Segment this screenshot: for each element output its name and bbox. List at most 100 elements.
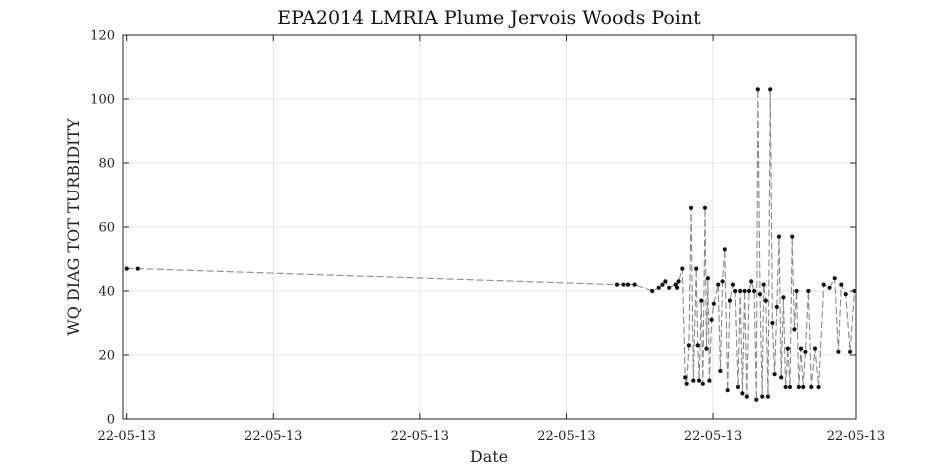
y-tick-label: 60 <box>98 221 115 236</box>
data-point <box>704 346 709 351</box>
tick-layer: 0 20 40 60 80 100 120 22-05-13 22-05-13 22-05-13 2… <box>90 29 885 445</box>
data-point <box>760 394 765 399</box>
data-point <box>836 349 841 354</box>
x-tick-label: 22-05-13 <box>391 429 449 444</box>
data-point <box>725 388 730 393</box>
data-point <box>718 368 723 374</box>
data-point <box>711 301 716 306</box>
data-point <box>625 282 631 287</box>
data-point <box>761 282 766 287</box>
data-point <box>650 288 655 294</box>
data-point <box>702 205 708 210</box>
x-tick-label: 22-05-13 <box>244 429 302 444</box>
data-point <box>785 346 790 351</box>
y-tick-label: 0 <box>107 413 115 428</box>
data-point <box>699 298 704 303</box>
data-point <box>746 288 752 294</box>
y-tick-label: 40 <box>98 285 115 300</box>
data-point <box>792 327 797 332</box>
data-point <box>765 394 771 399</box>
data-point <box>768 87 773 92</box>
data-point <box>790 234 795 239</box>
data-point <box>660 282 665 287</box>
data-point <box>632 282 637 287</box>
series-layer <box>124 87 857 402</box>
data-point <box>689 205 694 210</box>
data-point <box>683 375 688 380</box>
y-tick-label: 20 <box>98 349 115 364</box>
data-point <box>614 282 620 287</box>
data-point <box>695 343 700 348</box>
data-point <box>686 343 692 348</box>
data-point <box>749 279 754 284</box>
data-point <box>621 282 626 287</box>
x-tick-label: 22-05-13 <box>97 429 155 444</box>
chart-title: EPA2014 LMRIA Plume Jervois Woods Point <box>277 7 701 29</box>
data-point <box>806 288 811 294</box>
data-point <box>730 282 736 287</box>
data-point <box>705 276 711 281</box>
data-point <box>742 288 747 294</box>
data-point <box>676 279 681 284</box>
data-point <box>816 384 821 390</box>
data-point <box>656 285 661 290</box>
data-point <box>752 288 757 294</box>
x-axis-title: Date <box>470 447 508 466</box>
x-tick-label: 22-05-13 <box>827 429 885 444</box>
data-point <box>738 288 743 294</box>
data-point <box>772 372 777 377</box>
y-axis-title: WQ DIAG TOT TURBIDITY <box>64 118 83 336</box>
data-point <box>787 384 793 390</box>
data-point <box>848 349 853 354</box>
data-point <box>667 285 672 290</box>
data-point <box>663 279 668 284</box>
data-point <box>124 266 129 271</box>
data-point <box>827 285 832 290</box>
data-point <box>821 282 826 287</box>
x-tick-label: 22-05-13 <box>537 429 595 444</box>
data-point <box>716 282 721 287</box>
data-point <box>700 381 705 386</box>
x-tick-label: 22-05-13 <box>684 429 742 444</box>
data-point <box>697 378 702 383</box>
data-point <box>691 378 696 383</box>
data-point <box>839 282 844 287</box>
data-point <box>803 349 808 354</box>
data-point <box>735 384 741 390</box>
data-point <box>798 346 804 351</box>
data-point <box>720 279 725 284</box>
data-point <box>783 384 788 390</box>
data-point <box>722 247 727 252</box>
data-point <box>770 320 775 326</box>
data-point <box>774 304 779 310</box>
y-tick-label: 80 <box>98 157 115 172</box>
data-point <box>754 397 759 402</box>
data-point <box>801 384 806 390</box>
data-point <box>776 234 782 239</box>
data-point <box>744 394 749 399</box>
y-tick-label: 100 <box>90 93 115 108</box>
data-point <box>763 298 768 303</box>
data-point <box>843 292 848 297</box>
data-point <box>727 298 733 303</box>
data-point <box>684 381 689 386</box>
data-point <box>794 288 799 294</box>
data-point <box>812 346 818 351</box>
data-point <box>733 288 738 294</box>
data-point <box>757 292 763 297</box>
data-point <box>694 266 699 271</box>
y-tick-label: 120 <box>90 29 115 44</box>
data-point <box>675 285 680 290</box>
data-point <box>755 87 760 92</box>
data-point <box>832 276 837 281</box>
data-point <box>796 384 801 390</box>
data-point <box>809 384 814 390</box>
data-point <box>135 266 140 271</box>
data-point <box>740 391 745 396</box>
data-point <box>707 378 712 383</box>
data-point <box>779 375 784 380</box>
data-point <box>781 295 786 300</box>
data-point <box>709 317 714 322</box>
